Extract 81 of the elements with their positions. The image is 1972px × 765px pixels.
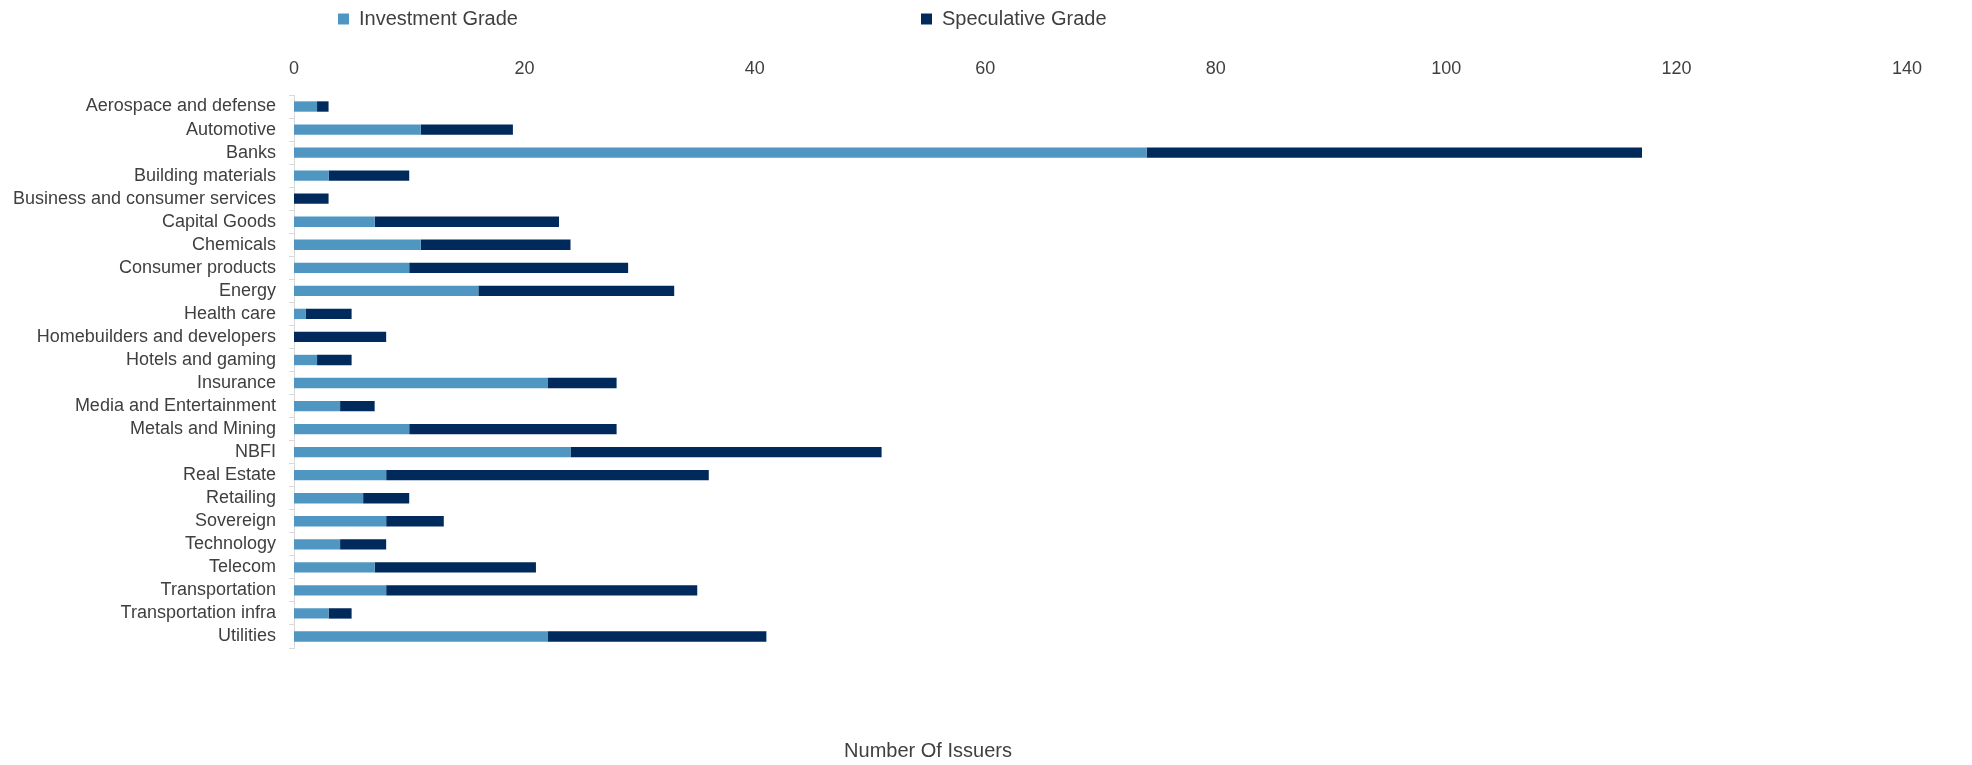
- x-tick-label: 20: [514, 58, 535, 79]
- y-tick-label: Aerospace and defense: [85, 95, 276, 116]
- bar: [294, 446, 571, 458]
- bar: [294, 423, 410, 435]
- bar: [386, 470, 709, 481]
- bar: [547, 377, 617, 389]
- bar: [294, 170, 329, 181]
- bar: [294, 193, 329, 204]
- x-tick-label: 120: [1661, 58, 1692, 79]
- bar: [294, 101, 318, 112]
- bar: [409, 423, 617, 435]
- y-tick-label: Energy: [218, 279, 276, 300]
- bar: [478, 285, 675, 297]
- bar: [547, 631, 767, 642]
- bar: [294, 516, 387, 527]
- bar: [294, 562, 375, 573]
- bar: [294, 124, 421, 135]
- bar: [294, 308, 306, 320]
- bar: [420, 239, 571, 250]
- x-tick-label: 140: [1891, 58, 1923, 79]
- bar: [317, 354, 352, 366]
- bar: [386, 585, 698, 596]
- bar: [374, 562, 536, 573]
- bar: [420, 124, 513, 135]
- bar: [374, 216, 559, 227]
- x-tick-label: 80: [1205, 58, 1226, 79]
- bar: [294, 262, 410, 273]
- y-tick-label: Health care: [183, 302, 276, 323]
- bar: [409, 262, 629, 273]
- y-tick-label: Chemicals: [191, 233, 276, 254]
- y-tick-label: NBFI: [234, 441, 276, 462]
- bar: [294, 331, 387, 343]
- bar: [294, 239, 421, 250]
- y-tick-label: Automotive: [185, 118, 276, 139]
- legend-label: Investment Grade: [359, 6, 518, 29]
- bar: [294, 539, 341, 550]
- y-tick-label: Transportation: [160, 579, 276, 600]
- bar: [1146, 147, 1643, 158]
- bar: [363, 493, 410, 504]
- y-tick-label: Insurance: [196, 371, 276, 392]
- y-tick-label: Banks: [225, 141, 276, 162]
- y-tick-label: Utilities: [217, 625, 276, 646]
- bar: [294, 377, 548, 389]
- bar: [570, 446, 882, 458]
- bar: [328, 608, 352, 619]
- x-tick-label: 60: [975, 58, 996, 79]
- bar: [294, 470, 387, 481]
- bar: [294, 285, 479, 297]
- bar: [294, 400, 341, 412]
- y-tick-label: Telecom: [208, 556, 276, 577]
- x-tick-label: 0: [288, 58, 300, 79]
- y-tick-label: Homebuilders and developers: [36, 325, 276, 346]
- bar: [386, 516, 444, 527]
- y-tick-label: Consumer products: [118, 256, 276, 277]
- x-tick-label: 100: [1431, 58, 1462, 79]
- y-tick-label: Real Estate: [182, 464, 276, 485]
- bar: [294, 493, 364, 504]
- bar: [294, 585, 387, 596]
- y-tick-label: Sovereign: [194, 510, 276, 531]
- bar: [294, 147, 1147, 158]
- bar: [328, 170, 410, 181]
- x-tick-label: 40: [744, 58, 765, 79]
- y-tick-label: Technology: [184, 533, 276, 554]
- y-tick-label: Building materials: [133, 164, 276, 185]
- bar: [317, 101, 329, 112]
- y-tick-label: Hotels and gaming: [125, 348, 276, 369]
- bar: [294, 608, 329, 619]
- bar: [340, 539, 387, 550]
- bar: [294, 216, 375, 227]
- y-tick-label: Capital Goods: [161, 210, 276, 231]
- bar: [294, 631, 548, 642]
- y-tick-label: Transportation infra: [120, 602, 277, 623]
- y-tick-label: Business and consumer services: [12, 187, 276, 208]
- y-tick-label: Metals and Mining: [129, 418, 276, 439]
- x-axis-title: Number Of Issuers: [844, 738, 1012, 761]
- bar: [340, 400, 375, 412]
- y-tick-label: Retailing: [205, 487, 276, 508]
- bar: [305, 308, 352, 320]
- bar: [294, 354, 318, 366]
- y-tick-label: Media and Entertainment: [74, 395, 276, 416]
- legend-label: Speculative Grade: [942, 6, 1107, 29]
